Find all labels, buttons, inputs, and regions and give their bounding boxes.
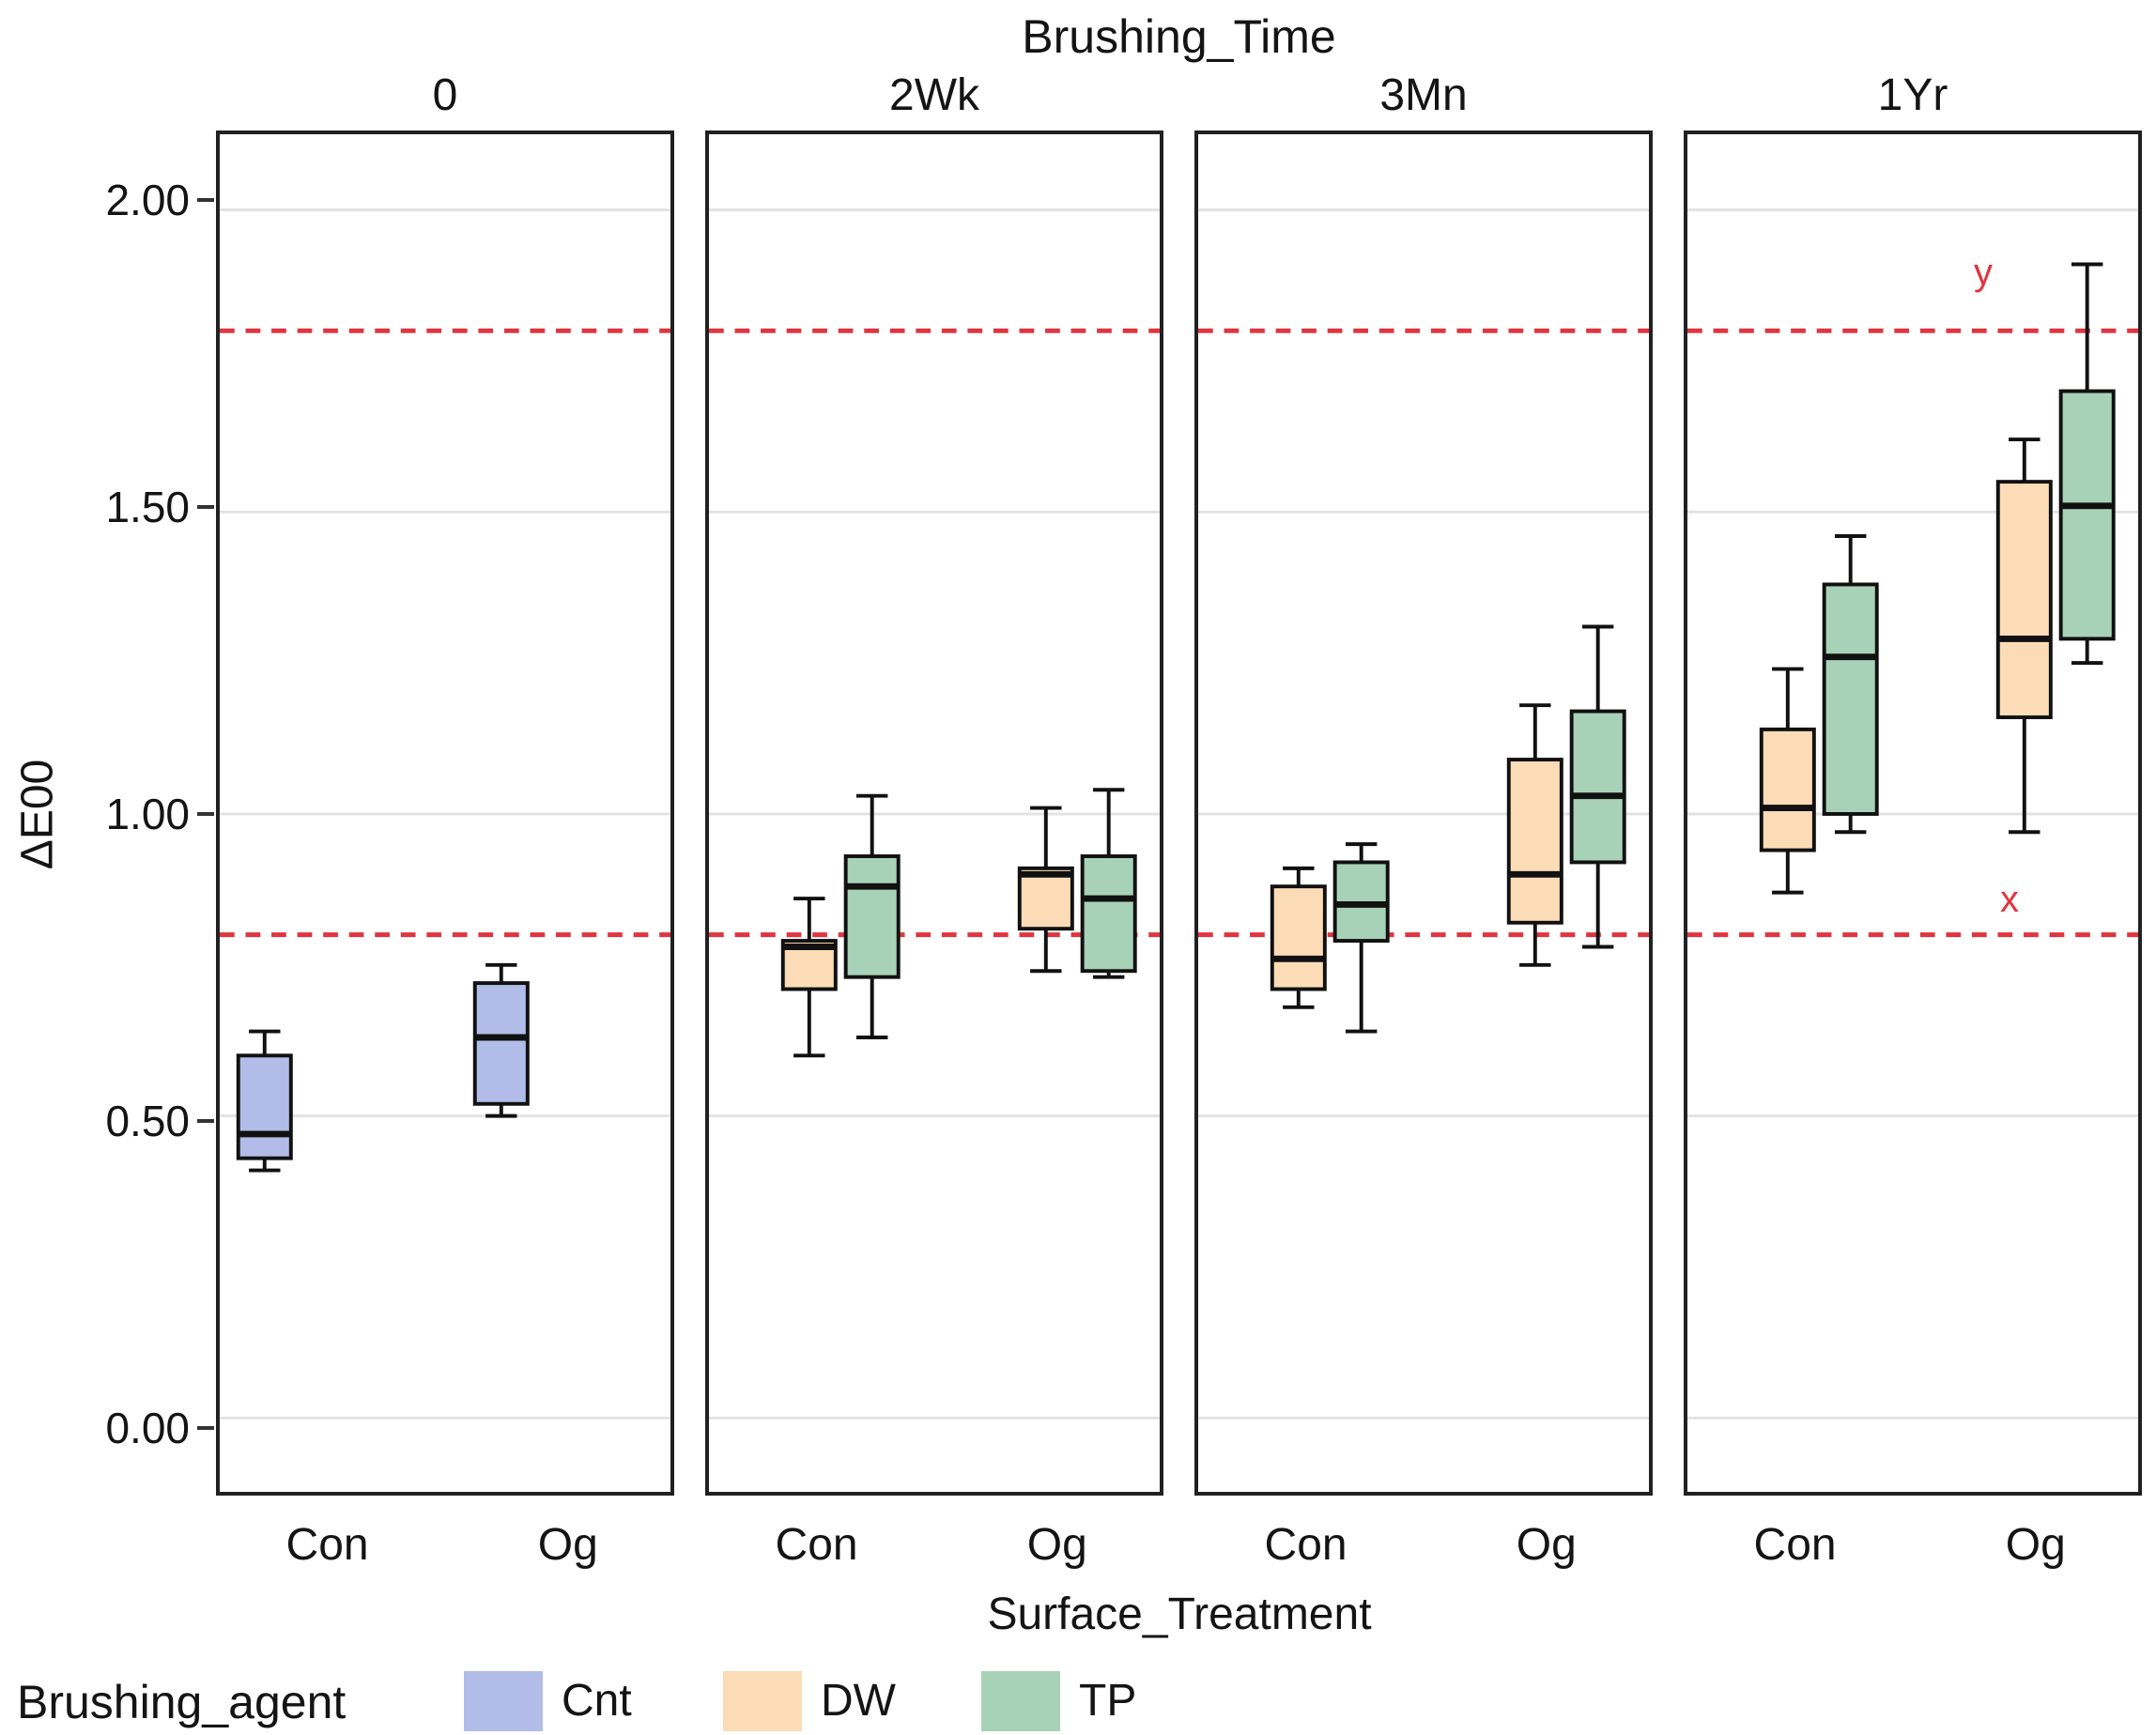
box-iqr: [1759, 727, 1816, 852]
facet-panel-1Yr: [1684, 131, 2142, 1496]
y-tick-mark: [197, 1119, 214, 1124]
y-tick-label-2.00: 2.00: [105, 175, 190, 224]
facet-panel-3Mn: [1194, 131, 1653, 1496]
facet-panel-canvas: [220, 208, 670, 1420]
y-tick-label-1.00: 1.00: [105, 789, 190, 838]
facet-strip-title: Brushing_Time: [1022, 10, 1336, 63]
legend-swatch-TP: [981, 1671, 1060, 1731]
boxplot-2Wk-Con-DW: [780, 897, 838, 1058]
boxplot-3Mn-Og-DW: [1506, 703, 1563, 967]
y-tick-label-1.50: 1.50: [105, 482, 190, 531]
x-axis-title: Surface_Treatment: [987, 1589, 1372, 1639]
boxplot-3Mn-Con-DW: [1270, 866, 1327, 1009]
y-tick-mark: [197, 504, 214, 509]
legend-label-Cnt: Cnt: [562, 1676, 632, 1726]
x-tick-label-1Yr-Og: Og: [2005, 1520, 2066, 1570]
x-tick-label-2Wk-Og: Og: [1026, 1520, 1087, 1570]
boxplot-2Wk-Og-DW: [1017, 806, 1074, 974]
boxplot-1Yr-Og-DW: [1995, 438, 2053, 835]
box-iqr: [2058, 389, 2116, 641]
boxplot-2Wk-Og-TP: [1080, 788, 1137, 979]
legend-label-TP: TP: [1079, 1676, 1137, 1726]
box-iqr: [472, 981, 530, 1106]
x-tick-label-1Yr-Con: Con: [1753, 1520, 1837, 1570]
box-iqr: [236, 1053, 293, 1160]
y-tick-mark: [197, 1426, 214, 1431]
box-iqr: [843, 854, 901, 979]
box-iqr: [1995, 480, 2053, 719]
facet-label-0: 0: [432, 70, 458, 120]
boxplot-1Yr-Con-TP: [1822, 534, 1879, 835]
legend-swatch-DW: [723, 1671, 802, 1731]
x-tick-label-3Mn-Con: Con: [1264, 1520, 1348, 1570]
facet-panel-canvas: [1198, 208, 1649, 1420]
facet-panel-canvas: [709, 208, 1160, 1420]
y-tick-mark: [197, 811, 214, 816]
x-tick-label-3Mn-Og: Og: [1516, 1520, 1577, 1570]
y-tick-mark: [197, 197, 214, 202]
facet-label-1Yr: 1Yr: [1877, 70, 1948, 120]
box-iqr: [1270, 884, 1327, 991]
boxplot-0-Con-Cnt: [236, 1029, 293, 1173]
legend-label-DW: DW: [821, 1676, 896, 1726]
facet-label-2Wk: 2Wk: [889, 70, 979, 120]
x-tick-label-0-Og: Og: [537, 1520, 598, 1570]
box-iqr: [1080, 854, 1137, 974]
boxplot-1Yr-Og-TP: [2058, 262, 2116, 666]
boxplot-3Mn-Og-TP: [1569, 624, 1626, 949]
reference-label-y: y: [1974, 252, 1993, 293]
box-iqr: [1822, 582, 1879, 816]
x-tick-label-0-Con: Con: [285, 1520, 369, 1570]
x-tick-label-2Wk-Con: Con: [775, 1520, 858, 1570]
boxplot-0-Og-Cnt: [472, 962, 530, 1118]
boxplot-2Wk-Con-TP: [843, 793, 901, 1039]
facet-label-3Mn: 3Mn: [1379, 70, 1468, 120]
box-iqr: [1569, 709, 1626, 865]
y-tick-label-0.50: 0.50: [105, 1097, 190, 1146]
boxplot-1Yr-Con-DW: [1759, 667, 1816, 895]
y-tick-label-0.00: 0.00: [105, 1404, 190, 1453]
boxplot-3Mn-Con-TP: [1332, 842, 1390, 1034]
facet-panel-2Wk: [705, 131, 1163, 1496]
box-iqr: [1506, 758, 1563, 925]
box-iqr: [1017, 866, 1074, 931]
facet-panel-canvas: [1687, 208, 2138, 1420]
legend-swatch-Cnt: [464, 1671, 543, 1731]
facet-panel-0: [216, 131, 674, 1496]
reference-label-x: x: [2000, 879, 2019, 920]
legend-title: Brushing_agent: [17, 1676, 346, 1728]
